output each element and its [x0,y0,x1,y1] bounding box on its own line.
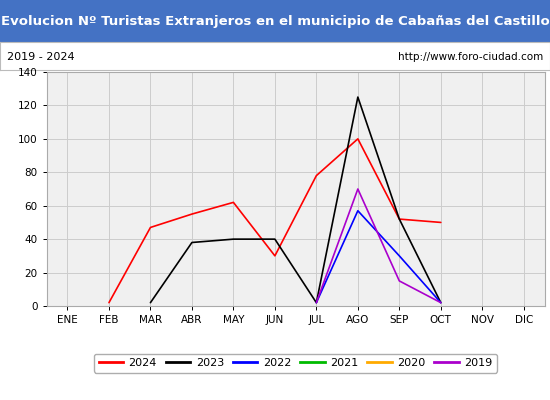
Text: http://www.foro-ciudad.com: http://www.foro-ciudad.com [398,52,543,62]
Legend: 2024, 2023, 2022, 2021, 2020, 2019: 2024, 2023, 2022, 2021, 2020, 2019 [94,354,497,372]
Text: Evolucion Nº Turistas Extranjeros en el municipio de Cabañas del Castillo: Evolucion Nº Turistas Extranjeros en el … [1,14,549,28]
Text: 2019 - 2024: 2019 - 2024 [7,52,74,62]
